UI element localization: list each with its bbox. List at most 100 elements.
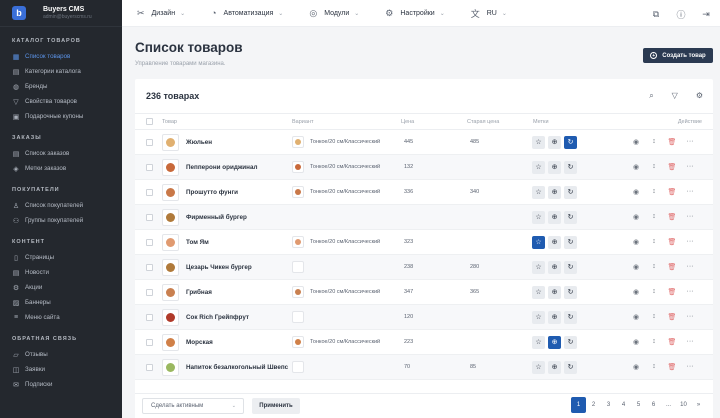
more-icon[interactable]: ···	[686, 363, 694, 370]
star-icon[interactable]: ☆	[532, 160, 545, 174]
bag-icon[interactable]: ⊕	[548, 360, 561, 374]
fire-icon[interactable]: ↻	[564, 235, 577, 249]
product-thumbnail[interactable]	[162, 333, 179, 351]
row-checkbox[interactable]	[146, 188, 153, 196]
sort-icon[interactable]: ↕	[652, 263, 656, 270]
topmenu-item[interactable]: ◎ Модули ⌄	[309, 7, 360, 18]
sidebar-item[interactable]: ⚙ Акции	[0, 280, 122, 295]
product-thumbnail[interactable]	[162, 208, 179, 226]
sort-icon[interactable]: ↕	[652, 138, 656, 145]
page-button[interactable]: 1	[571, 397, 586, 413]
sidebar-item[interactable]: ▽ Свойства товаров	[0, 94, 122, 109]
sort-icon[interactable]: ↕	[652, 163, 656, 170]
fire-icon[interactable]: ↻	[564, 285, 577, 299]
column-product[interactable]: Товар	[162, 118, 177, 125]
page-button[interactable]: 2	[591, 402, 596, 408]
row-checkbox[interactable]	[146, 338, 153, 346]
more-icon[interactable]: ···	[686, 313, 694, 320]
star-icon[interactable]: ☆	[532, 360, 545, 374]
trash-icon[interactable]: 🗑	[667, 314, 677, 321]
eye-icon[interactable]: ◉	[632, 264, 640, 271]
page-button[interactable]: »	[696, 402, 701, 408]
more-icon[interactable]: ···	[686, 338, 694, 345]
eye-icon[interactable]: ◉	[632, 239, 640, 246]
eye-icon[interactable]: ◉	[632, 214, 640, 221]
info-icon[interactable]: ⓘ	[676, 9, 686, 20]
page-button[interactable]: 6	[651, 402, 656, 408]
trash-icon[interactable]: 🗑	[667, 214, 677, 221]
bag-icon[interactable]: ⊕	[548, 335, 561, 349]
row-checkbox[interactable]	[146, 238, 153, 246]
page-button[interactable]: 4	[621, 402, 626, 408]
bag-icon[interactable]: ⊕	[548, 260, 561, 274]
fire-icon[interactable]: ↻	[564, 335, 577, 349]
star-icon[interactable]: ☆	[532, 260, 545, 274]
sidebar-item[interactable]: ▯ Страницы	[0, 250, 122, 265]
eye-icon[interactable]: ◉	[632, 189, 640, 196]
star-icon[interactable]: ☆	[532, 135, 545, 149]
select-all-checkbox[interactable]	[146, 118, 153, 125]
sidebar-item[interactable]: ◍ Бренды	[0, 79, 122, 94]
product-thumbnail[interactable]	[162, 158, 179, 176]
product-name[interactable]: Напиток безалкогольный Швепс	[186, 363, 289, 371]
fire-icon[interactable]: ↻	[564, 260, 577, 274]
bag-icon[interactable]: ⊕	[548, 135, 561, 149]
sidebar-item[interactable]: ◫ Заявки	[0, 362, 122, 377]
topmenu-item[interactable]: ⚙ Настройки ⌄	[385, 7, 445, 18]
trash-icon[interactable]: 🗑	[667, 189, 677, 196]
trash-icon[interactable]: 🗑	[667, 289, 677, 296]
sort-icon[interactable]: ↕	[652, 363, 656, 370]
page-button[interactable]: 10	[680, 402, 687, 408]
bag-icon[interactable]: ⊕	[548, 185, 561, 199]
page-button[interactable]: ...	[665, 402, 671, 408]
star-icon[interactable]: ☆	[532, 185, 545, 199]
more-icon[interactable]: ···	[686, 213, 694, 220]
product-name[interactable]: Цезарь Чикен бургер	[186, 263, 252, 271]
product-name[interactable]: Сок Rich Грейпфрут	[186, 313, 249, 321]
star-icon[interactable]: ☆	[532, 335, 545, 349]
more-icon[interactable]: ···	[686, 238, 694, 245]
sidebar-item[interactable]: ▨ Баннеры	[0, 295, 122, 310]
eye-icon[interactable]: ◉	[632, 289, 640, 296]
trash-icon[interactable]: 🗑	[667, 339, 677, 346]
sidebar-item[interactable]: ▣ Подарочные купоны	[0, 109, 122, 124]
sidebar-item[interactable]: ♙ Список покупателей	[0, 198, 122, 213]
apply-button[interactable]: Применить	[252, 398, 300, 414]
brand[interactable]: b Buyers CMS admin@buyerscms.ru	[0, 0, 122, 27]
trash-icon[interactable]: 🗑	[667, 264, 677, 271]
more-icon[interactable]: ···	[686, 288, 694, 295]
eye-icon[interactable]: ◉	[632, 364, 640, 371]
product-name[interactable]: Грибная	[186, 288, 212, 296]
star-icon[interactable]: ☆	[532, 235, 545, 249]
product-thumbnail[interactable]	[162, 233, 179, 251]
column-price[interactable]: Цена	[401, 118, 415, 125]
sidebar-item[interactable]: ⚇ Группы покупателей	[0, 213, 122, 228]
eye-icon[interactable]: ◉	[632, 164, 640, 171]
topmenu-item[interactable]: ◔ Автоматизация ⌄	[211, 8, 284, 18]
bulk-action-select[interactable]: Сделать активным ⌄	[142, 398, 244, 414]
product-thumbnail[interactable]	[162, 258, 179, 276]
product-thumbnail[interactable]	[162, 183, 179, 201]
sidebar-item[interactable]: ▤ Список заказов	[0, 146, 122, 161]
row-checkbox[interactable]	[146, 213, 153, 221]
product-thumbnail[interactable]	[162, 358, 179, 376]
more-icon[interactable]: ···	[686, 138, 694, 145]
product-name[interactable]: Фирменный бургер	[186, 213, 247, 221]
trash-icon[interactable]: 🗑	[667, 364, 677, 371]
star-icon[interactable]: ☆	[532, 285, 545, 299]
gear-icon[interactable]: ⚙	[695, 91, 703, 100]
sidebar-item[interactable]: ▤ Категории каталога	[0, 64, 122, 79]
bag-icon[interactable]: ⊕	[548, 310, 561, 324]
row-checkbox[interactable]	[146, 288, 153, 296]
more-icon[interactable]: ···	[686, 263, 694, 270]
fire-icon[interactable]: ↻	[564, 360, 577, 374]
fire-icon[interactable]: ↻	[564, 160, 577, 174]
create-product-button[interactable]: + Создать товар	[643, 48, 713, 63]
sort-icon[interactable]: ↕	[652, 188, 656, 195]
more-icon[interactable]: ···	[686, 188, 694, 195]
eye-icon[interactable]: ◉	[632, 339, 640, 346]
eye-icon[interactable]: ◉	[632, 139, 640, 146]
row-checkbox[interactable]	[146, 363, 153, 371]
row-checkbox[interactable]	[146, 313, 153, 321]
product-name[interactable]: Морская	[186, 338, 213, 346]
